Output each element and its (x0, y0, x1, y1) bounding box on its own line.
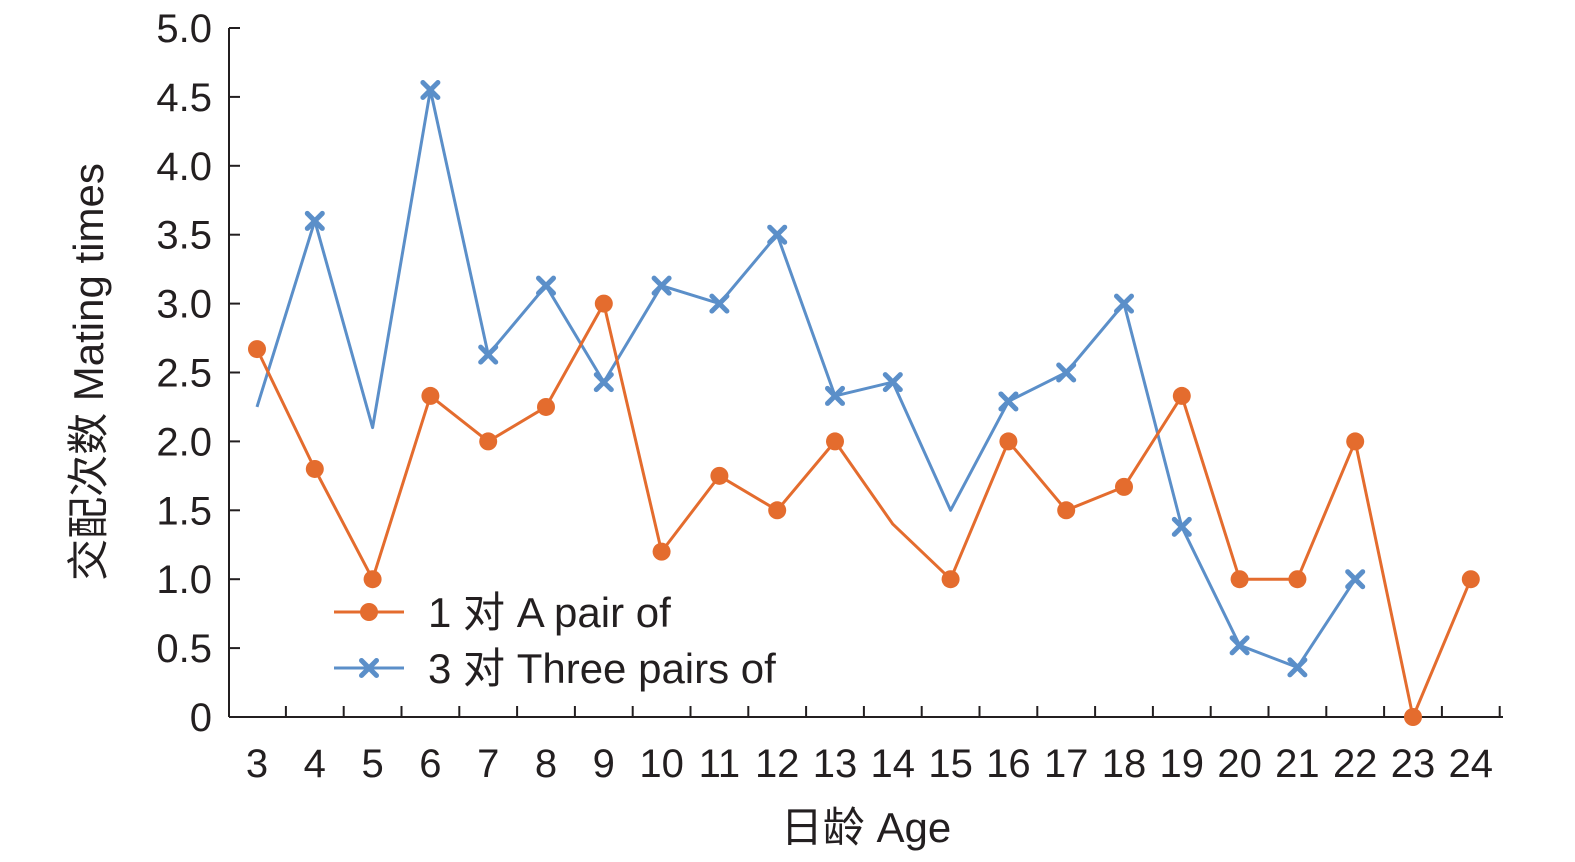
series-2-point (1171, 516, 1192, 537)
x-tick-label: 24 (1449, 742, 1494, 786)
series-2-point (767, 224, 788, 245)
series-layer (248, 80, 1480, 726)
series-1-point (1230, 570, 1249, 589)
legend: 1 对 A pair of 3 对 Three pairs of (334, 589, 776, 692)
series-2-point (1056, 362, 1077, 383)
series-1-point (305, 459, 324, 478)
series-1-point (594, 294, 613, 313)
y-tick-label: 0.5 (156, 627, 212, 671)
series-1-point (1404, 708, 1422, 726)
x-tick-label: 22 (1333, 742, 1378, 786)
series-1-point (768, 501, 787, 520)
y-tick-label: 1.0 (156, 558, 212, 602)
x-tick-label: 20 (1217, 742, 1262, 786)
x-tick-label: 10 (639, 742, 684, 786)
series-2-point (536, 275, 556, 296)
series-1-point (1172, 386, 1191, 405)
y-tick-label: 5.0 (156, 7, 212, 51)
axes (228, 28, 1503, 718)
series-1-point (652, 542, 671, 561)
series-2-point (1229, 635, 1250, 656)
series-2-point (882, 372, 903, 393)
x-axis-title: 日龄 Age (781, 804, 951, 851)
series-1-point (248, 340, 266, 359)
y-ticks: 0 0.5 1.0 1.5 2.0 2.5 3.0 3.5 4.0 4.5 5.0 (156, 7, 240, 740)
x-tick-label: 16 (986, 742, 1031, 786)
x-tick-label: 11 (699, 742, 741, 786)
series-2-point (304, 210, 325, 231)
y-axis-title: 交配次数 Mating times (65, 163, 112, 581)
series-2-point (593, 372, 614, 393)
y-tick-label: 3.0 (156, 283, 212, 327)
x-tick-label: 3 (246, 742, 268, 786)
series-2-point (651, 275, 672, 296)
x-tick-label: 17 (1044, 742, 1089, 786)
x-tick-label: 6 (419, 742, 441, 786)
y-tick-label: 0 (190, 696, 212, 740)
x-tick-label: 21 (1275, 742, 1320, 786)
y-tick-label: 4.0 (156, 145, 212, 189)
x-tick-label: 5 (361, 742, 383, 786)
y-tick-label: 4.5 (156, 76, 212, 120)
series-2-point (420, 80, 441, 101)
series-1-point (537, 397, 555, 416)
series-2-point (1114, 293, 1134, 314)
y-tick-label: 2.0 (156, 420, 212, 464)
series-1-point (421, 386, 440, 405)
x-tick-label: 7 (477, 742, 499, 786)
series-1 (248, 294, 1480, 726)
x-tick-label: 23 (1391, 742, 1436, 786)
series-1-point (941, 570, 960, 589)
y-tick-label: 3.5 (156, 214, 212, 258)
x-tick-label: 19 (1160, 742, 1205, 786)
series-1-point (1288, 570, 1307, 589)
series-1-point (1057, 501, 1076, 520)
x-ticks: 3 4 5 6 7 8 9 10 11 12 13 14 15 16 17 18 19 20 21 22 23 24 (246, 706, 1501, 786)
series-2-point (825, 385, 845, 406)
series-2-point (998, 391, 1019, 412)
series-1-point (479, 432, 498, 451)
x-tick-label: 14 (871, 742, 916, 786)
legend-marker (360, 603, 378, 621)
x-tick-label: 4 (304, 742, 326, 786)
x-tick-label: 12 (755, 742, 800, 786)
legend-label: 1 对 A pair of (428, 589, 671, 636)
series-2-point (1345, 569, 1366, 590)
series-1-point (710, 466, 729, 485)
series-1-line (255, 302, 1473, 719)
x-tick-label: 8 (535, 742, 557, 786)
series-2-line (255, 88, 1357, 669)
y-tick-label: 2.5 (156, 352, 212, 396)
series-2 (255, 80, 1366, 678)
series-2-point (709, 293, 730, 314)
x-tick-label: 15 (928, 742, 973, 786)
legend-label: 3 对 Three pairs of (428, 645, 776, 692)
series-1-point (826, 432, 844, 451)
series-1-point (1461, 570, 1480, 589)
series-2-point (478, 344, 499, 365)
x-tick-label: 13 (813, 742, 858, 786)
series-1-point (363, 570, 382, 589)
x-tick-label: 18 (1102, 742, 1147, 786)
series-1-point (1346, 432, 1365, 451)
series-1-point (999, 432, 1018, 451)
x-tick-label: 9 (593, 742, 615, 786)
series-1-point (1115, 477, 1133, 496)
y-tick-label: 1.5 (156, 489, 212, 533)
series-2-point (1287, 657, 1308, 678)
legend-marker (359, 658, 379, 678)
